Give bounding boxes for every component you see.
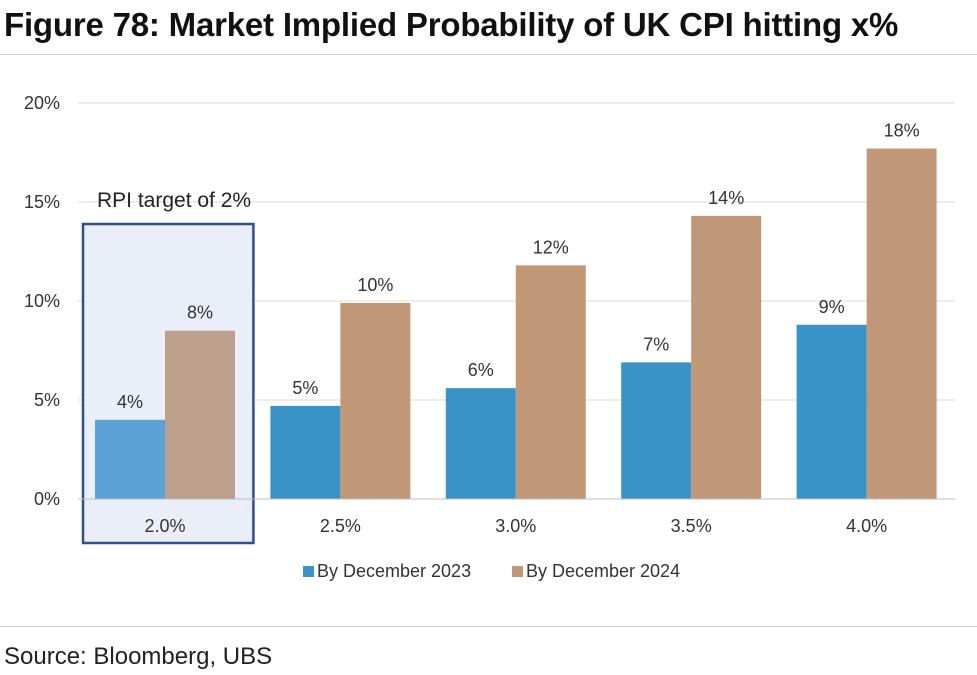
bar [691,215,762,500]
legend-swatch [303,566,314,577]
bar [796,324,867,499]
legend-label: By December 2023 [317,561,471,581]
legend: By December 2023 By December 2024 [303,561,680,581]
bar [95,419,165,499]
bar [270,405,341,499]
data-label: 12% [533,237,569,257]
y-tick-label: 0% [34,489,60,509]
top-divider [0,54,977,55]
data-label: 7% [643,334,669,354]
bar [165,330,235,499]
legend-swatch [512,566,523,577]
data-label: 18% [884,121,920,141]
y-tick-label: 10% [24,291,60,311]
x-tick-label: 2.5% [320,516,361,536]
data-label: 4% [117,392,143,412]
data-label: 14% [708,188,744,208]
data-label: 5% [292,378,318,398]
data-label: 6% [468,360,494,380]
bar [445,388,516,499]
bar [515,265,586,499]
data-label: 10% [357,275,393,295]
bottom-divider [0,626,977,627]
y-tick-label: 15% [24,192,60,212]
x-tick-label: 4.0% [846,516,887,536]
x-tick-label: 3.0% [495,516,536,536]
y-tick-label: 20% [24,93,60,113]
data-label: 8% [187,303,213,323]
x-tick-label: 2.0% [144,516,185,536]
y-tick-label: 5% [34,390,60,410]
bar [621,362,692,499]
data-label: 9% [819,297,845,317]
source-note: Source: Bloomberg, UBS [4,643,273,670]
x-axis: 2.0% 2.5% 3.0% 3.5% 4.0% [78,498,955,536]
x-tick-label: 3.5% [671,516,712,536]
bar [340,302,411,499]
bar [866,148,937,499]
bar-chart: RPI target of 2% 4% 8% 5% 10% 6% 12% 7% 14% 9% 18… [24,93,955,581]
data-labels: 4% 8% 5% 10% 6% 12% 7% 14% 9% 18% [117,121,920,412]
legend-label: By December 2024 [526,561,680,581]
highlight-annotation: RPI target of 2% [97,189,251,212]
y-axis: 0% 5% 10% 15% 20% [24,93,60,509]
bars [95,148,937,500]
figure-title: Figure 78: Market Implied Probability of… [4,6,899,43]
